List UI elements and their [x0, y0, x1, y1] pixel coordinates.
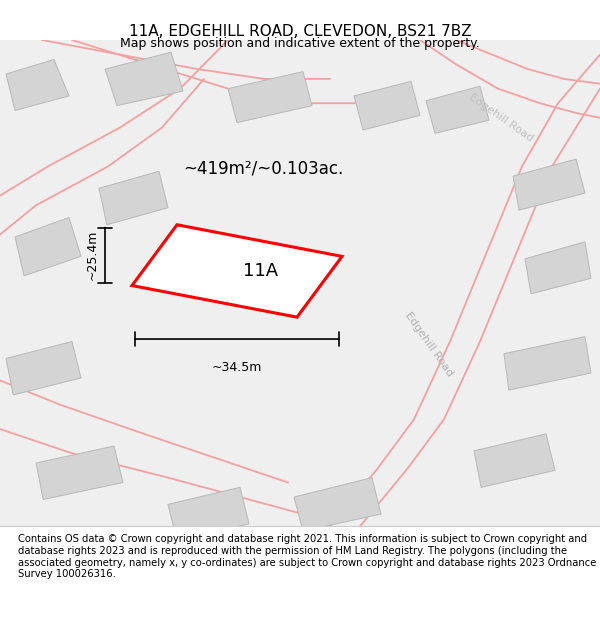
- Polygon shape: [504, 337, 591, 390]
- Text: 11A: 11A: [244, 262, 278, 280]
- Polygon shape: [132, 225, 342, 317]
- Polygon shape: [6, 59, 69, 111]
- Text: ~25.4m: ~25.4m: [86, 230, 99, 281]
- Polygon shape: [15, 217, 81, 276]
- Polygon shape: [426, 86, 489, 133]
- Text: 11A, EDGEHILL ROAD, CLEVEDON, BS21 7BZ: 11A, EDGEHILL ROAD, CLEVEDON, BS21 7BZ: [128, 24, 472, 39]
- Polygon shape: [354, 81, 420, 130]
- Polygon shape: [99, 171, 168, 225]
- Polygon shape: [474, 434, 555, 488]
- Text: Map shows position and indicative extent of the property.: Map shows position and indicative extent…: [120, 38, 480, 51]
- Polygon shape: [294, 478, 381, 531]
- Polygon shape: [513, 159, 585, 210]
- Text: Edgehill Road: Edgehill Road: [403, 310, 455, 378]
- Polygon shape: [525, 242, 591, 294]
- Polygon shape: [228, 72, 312, 122]
- Polygon shape: [0, 40, 600, 526]
- Text: Contains OS data © Crown copyright and database right 2021. This information is : Contains OS data © Crown copyright and d…: [18, 534, 596, 579]
- Text: ~34.5m: ~34.5m: [212, 361, 262, 374]
- Polygon shape: [36, 446, 123, 499]
- Text: Edgehill Road: Edgehill Road: [467, 92, 535, 144]
- Polygon shape: [168, 488, 249, 541]
- Polygon shape: [105, 52, 183, 106]
- Text: ~419m²/~0.103ac.: ~419m²/~0.103ac.: [183, 160, 343, 178]
- Polygon shape: [6, 341, 81, 395]
